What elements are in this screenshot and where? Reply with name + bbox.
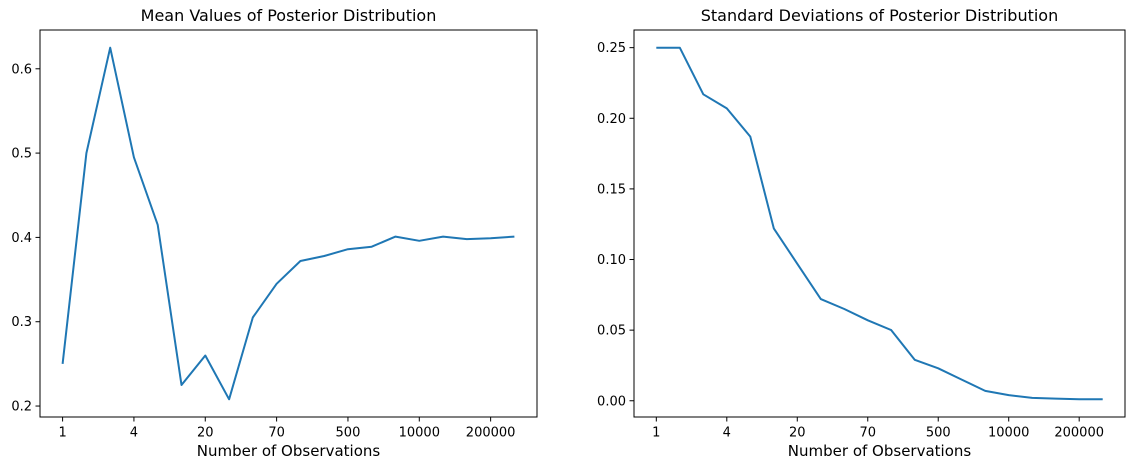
x-axis-label-std: Number of Observations xyxy=(788,442,972,460)
x-tick-label: 200000 xyxy=(1054,426,1104,441)
y-ticks-mean: 0.2 0.3 0.4 0.5 0.6 xyxy=(11,62,40,415)
x-tick-label: 70 xyxy=(859,426,876,441)
x-tick-label: 500 xyxy=(926,426,951,441)
x-ticks-mean: 1 4 20 70 500 10000 200000 xyxy=(58,417,515,441)
y-tick-label: 0.05 xyxy=(597,324,626,339)
std-chart: Standard Deviations of Posterior Distrib… xyxy=(597,6,1126,460)
x-tick-label: 20 xyxy=(789,426,806,441)
mean-chart: Mean Values of Posterior Distribution Nu… xyxy=(11,6,538,460)
y-tick-label: 0.20 xyxy=(597,112,626,127)
chart-title-std: Standard Deviations of Posterior Distrib… xyxy=(701,6,1058,25)
x-tick-label: 1 xyxy=(652,426,660,441)
x-ticks-std: 1 4 20 70 500 10000 200000 xyxy=(652,417,1104,441)
x-tick-label: 500 xyxy=(336,426,361,441)
axes-frame-std xyxy=(633,29,1126,418)
x-tick-label: 1 xyxy=(58,426,66,441)
y-tick-label: 0.3 xyxy=(11,315,32,330)
chart-title-mean: Mean Values of Posterior Distribution xyxy=(141,6,437,25)
x-tick-label: 10000 xyxy=(988,426,1029,441)
x-tick-label: 4 xyxy=(723,426,731,441)
y-tick-label: 0.5 xyxy=(11,147,32,162)
y-tick-label: 0.15 xyxy=(597,182,626,197)
y-tick-label: 0.00 xyxy=(597,394,626,409)
y-tick-label: 0.2 xyxy=(11,400,32,415)
x-axis-label-mean: Number of Observations xyxy=(197,442,381,460)
axes-frame-mean xyxy=(39,29,538,418)
y-ticks-std: 0.00 0.05 0.10 0.15 0.20 0.25 xyxy=(597,41,634,409)
y-tick-label: 0.10 xyxy=(597,253,626,268)
x-tick-label: 10000 xyxy=(399,426,440,441)
x-tick-label: 4 xyxy=(130,426,138,441)
series-line-std xyxy=(656,46,1103,401)
y-tick-label: 0.6 xyxy=(11,62,32,77)
x-tick-label: 200000 xyxy=(466,426,516,441)
x-tick-label: 20 xyxy=(197,426,214,441)
series-line-mean xyxy=(61,46,515,401)
y-tick-label: 0.25 xyxy=(597,41,626,56)
x-tick-label: 70 xyxy=(268,426,285,441)
y-tick-label: 0.4 xyxy=(11,231,32,246)
